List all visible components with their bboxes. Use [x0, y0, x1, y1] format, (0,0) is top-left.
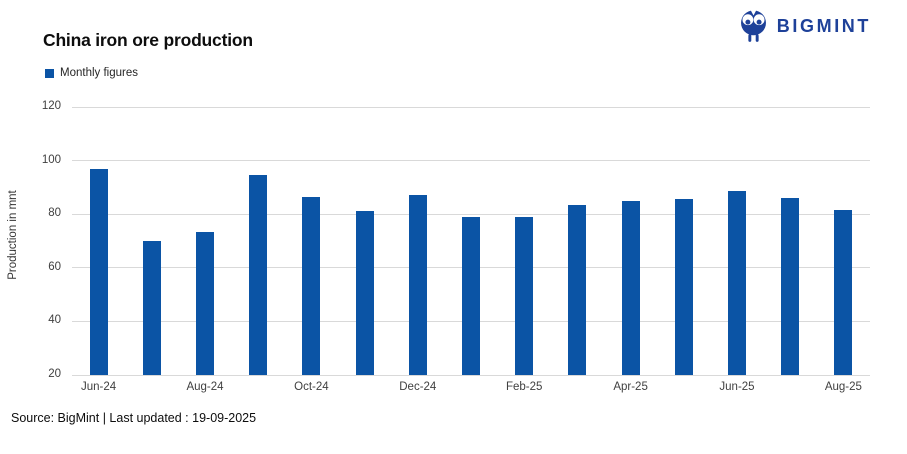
gridline-100: [72, 160, 870, 162]
bar-Nov-24: [355, 210, 374, 375]
gridline-80: [72, 213, 870, 215]
bar-Sep-24: [249, 175, 268, 375]
bar-Jul-25: [781, 197, 800, 375]
source-note: Source: BigMint | Last updated : 19-09-2…: [11, 411, 257, 425]
x-tick-label-Feb-25: Feb-25: [505, 381, 543, 393]
y-tick-label-80: 80: [48, 207, 61, 220]
y-tick-label-40: 40: [48, 314, 61, 327]
bar-Jan-25: [462, 216, 480, 375]
bar-Jun-24: [89, 169, 108, 375]
x-tick-label-Dec-24: Dec-24: [399, 381, 437, 393]
x-tick-label-Aug-25: Aug-25: [824, 381, 862, 393]
x-tick-label-Apr-25: Apr-25: [613, 381, 648, 393]
bar-Oct-24: [302, 197, 321, 375]
bar-Dec-24: [408, 194, 427, 375]
y-axis-title: Production in mnt: [7, 190, 19, 280]
gridline-20: [72, 374, 870, 376]
bar-Apr-25: [621, 201, 640, 375]
gridline-120: [72, 106, 870, 108]
bar-Aug-24: [196, 231, 214, 375]
bigmint-logo-text: BIGMINT: [776, 16, 871, 36]
x-tick-label-Jun-24: Jun-24: [81, 381, 117, 393]
legend: Monthly figures: [45, 67, 138, 79]
x-tick-label-Jun-25: Jun-25: [719, 381, 755, 393]
x-tick-label-Aug-24: Aug-24: [186, 381, 224, 393]
x-tick-label-Oct-24: Oct-24: [294, 381, 329, 393]
legend-label: Monthly figures: [60, 67, 138, 79]
bar-Jun-25: [728, 190, 746, 375]
y-tick-label-120: 120: [41, 100, 61, 112]
bar-Aug-25: [834, 210, 853, 375]
legend-swatch: [45, 68, 54, 78]
page-title: China iron ore production: [43, 30, 253, 50]
bar-Mar-25: [568, 205, 587, 375]
y-tick-label-100: 100: [41, 153, 61, 166]
y-tick-label-20: 20: [48, 368, 61, 380]
plot-area: [72, 106, 870, 376]
bigmint-owl-icon: [740, 8, 766, 43]
bar-May-25: [674, 198, 693, 375]
bar-Feb-25: [515, 216, 534, 375]
bar-Jul-24: [142, 241, 161, 375]
y-tick-label-60: 60: [48, 260, 61, 273]
bigmint-logo: BIGMINT: [737, 8, 871, 45]
